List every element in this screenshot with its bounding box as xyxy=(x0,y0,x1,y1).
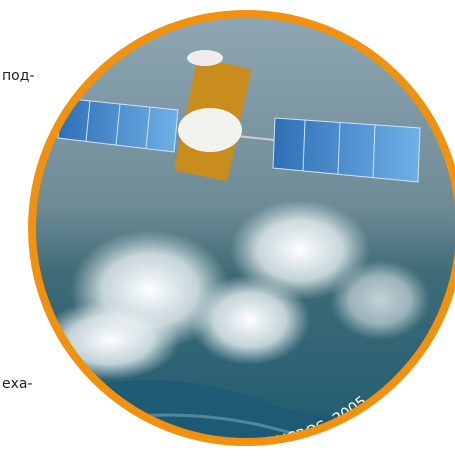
satellite xyxy=(57,50,421,183)
text-fragment: под- xyxy=(2,68,34,84)
photo-border xyxy=(28,10,455,446)
text-fragment: еха- xyxy=(2,376,33,392)
